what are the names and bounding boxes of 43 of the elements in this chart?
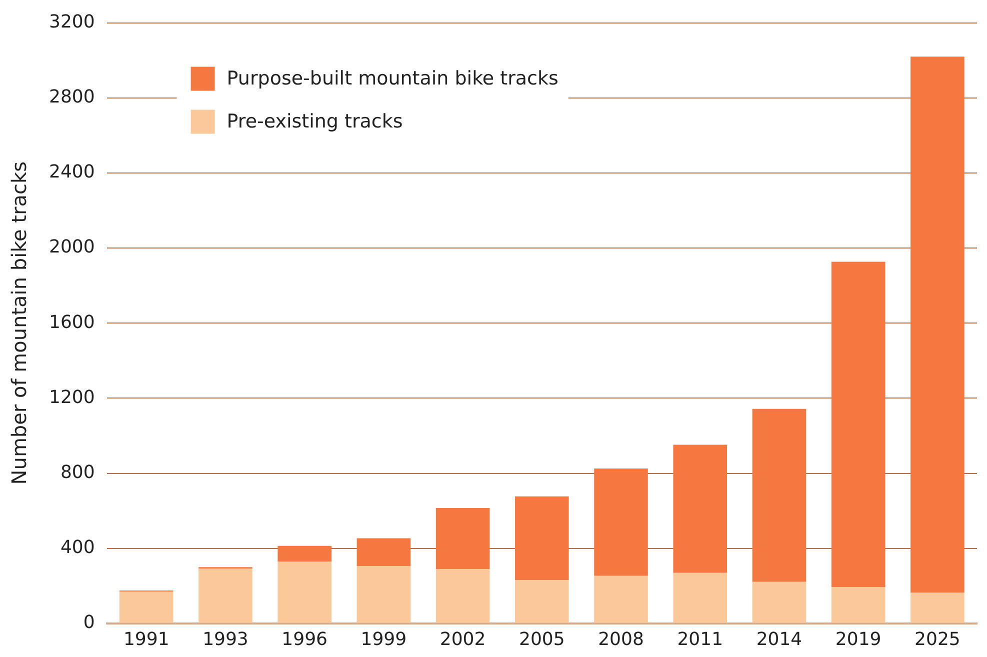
- x-tick-label: 1993: [202, 628, 248, 650]
- y-tick-label: 1600: [48, 312, 95, 333]
- x-tick-label: 1999: [360, 628, 407, 650]
- y-tick-label: 3200: [48, 11, 95, 32]
- x-tick-label: 1996: [282, 628, 328, 650]
- y-tick-label: 2400: [48, 162, 95, 183]
- bar: [910, 56, 964, 593]
- y-tick-label: 400: [60, 536, 95, 558]
- x-tick-label: 2005: [519, 628, 565, 650]
- x-tick-label: 2002: [440, 628, 486, 650]
- bar: [119, 591, 174, 623]
- bar: [356, 566, 411, 623]
- y-tick-label: 2800: [48, 86, 95, 108]
- bar: [278, 546, 332, 562]
- bar: [594, 468, 648, 576]
- x-tick-label: 1991: [123, 628, 170, 650]
- legend-label: Pre-existing tracks: [226, 110, 403, 133]
- y-tick-label: 0: [83, 612, 95, 634]
- bar: [673, 444, 728, 573]
- bar: [356, 538, 411, 566]
- bar: [198, 568, 252, 623]
- y-tick-label: 1200: [48, 386, 95, 408]
- y-tick-label: 800: [60, 462, 95, 483]
- bar: [436, 568, 490, 623]
- bar: [594, 576, 648, 623]
- y-tick-label: 2000: [48, 236, 95, 258]
- bar: [278, 562, 332, 623]
- x-tick-label: 2025: [914, 628, 960, 650]
- bar: [752, 582, 806, 623]
- bar: [436, 508, 490, 569]
- x-tick-label: 2019: [835, 628, 882, 650]
- x-tick-label: 2011: [677, 628, 724, 650]
- bar: [910, 592, 964, 623]
- x-tick-label: 2014: [756, 628, 802, 650]
- x-tick-label: 2008: [598, 628, 644, 650]
- legend-label: Purpose-built mountain bike tracks: [226, 68, 558, 90]
- bar: [752, 408, 806, 582]
- bar: [515, 496, 569, 580]
- bar: [831, 262, 886, 587]
- bar: [831, 586, 886, 623]
- bar: [515, 580, 569, 623]
- bar: [673, 572, 728, 623]
- y-axis-title: Number of mountain bike tracks: [7, 162, 32, 485]
